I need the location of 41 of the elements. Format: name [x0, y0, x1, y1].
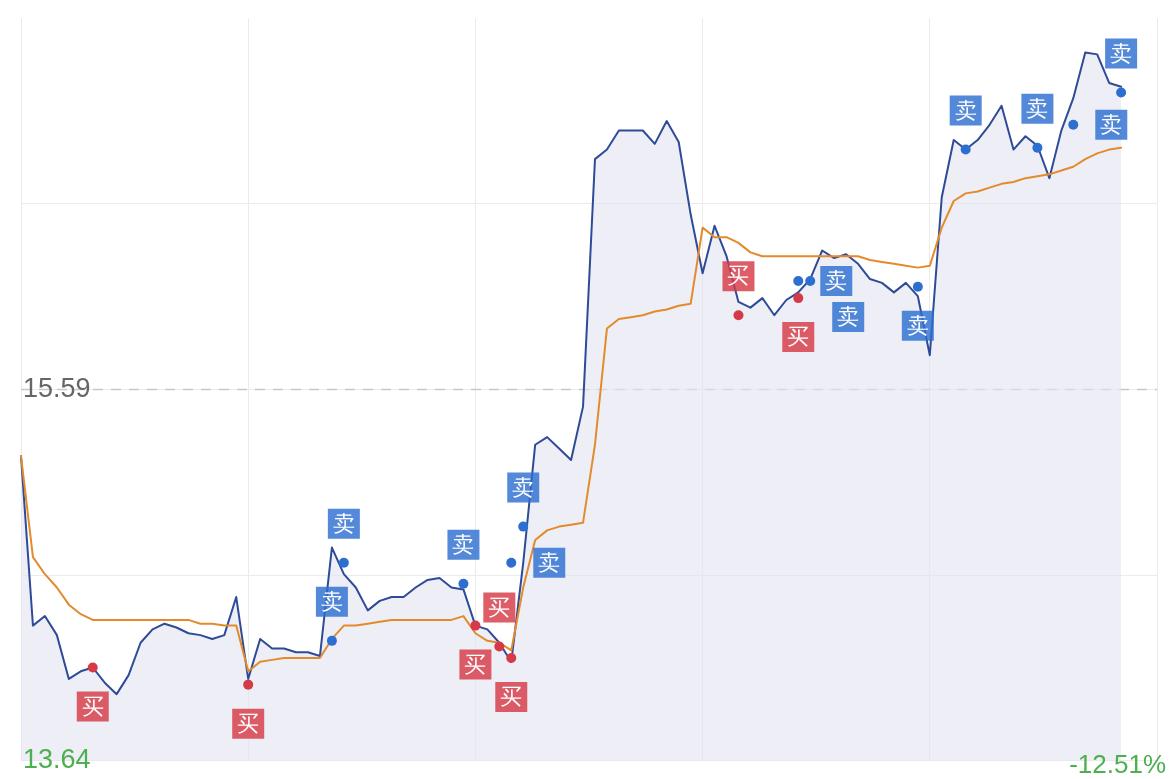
data-label: 买 [81, 693, 104, 719]
data-label: 买 [488, 594, 511, 620]
point [494, 641, 505, 652]
data-label: 卖 [1100, 111, 1123, 137]
data-label: 买 [237, 710, 260, 736]
y-tick-label: 13.64 [23, 744, 91, 775]
annotation: -12.51% [1069, 749, 1166, 779]
data-label: 买 [464, 651, 487, 677]
point [912, 281, 923, 292]
data-label: 买 [787, 324, 810, 350]
point [1116, 87, 1127, 98]
point [458, 578, 469, 589]
point [506, 557, 517, 568]
point [243, 679, 254, 690]
data-label: 卖 [954, 97, 977, 123]
data-label: 卖 [1110, 40, 1133, 66]
point [960, 144, 971, 155]
point [1068, 119, 1079, 130]
point [805, 275, 816, 286]
point [1032, 142, 1043, 153]
point [506, 652, 517, 663]
point [326, 635, 337, 646]
point [793, 275, 804, 286]
data-label: 买 [727, 263, 750, 289]
data-label: 卖 [452, 531, 475, 557]
data-label: 卖 [825, 268, 848, 294]
point [733, 310, 744, 321]
data-label: 卖 [332, 510, 355, 536]
data-label: 卖 [837, 304, 860, 330]
data-label: 卖 [320, 588, 343, 614]
data-label: 卖 [538, 549, 561, 575]
point [793, 293, 804, 304]
data-label: 买 [500, 684, 523, 710]
point [470, 620, 481, 631]
point [87, 662, 98, 673]
point [518, 521, 529, 532]
data-label: 卖 [1026, 95, 1049, 121]
data-label: 卖 [906, 312, 929, 338]
point [338, 557, 349, 568]
y-tick-label: 15.59 [23, 372, 91, 403]
data-label: 卖 [512, 474, 535, 500]
